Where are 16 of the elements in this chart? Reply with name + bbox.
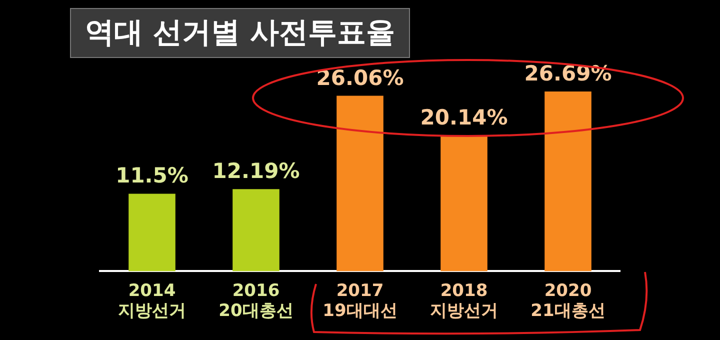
bar [440,136,488,272]
x-tick-label: 2016 20대총선 [218,280,294,322]
bar [128,194,176,272]
x-tick-label: 2018 지방선거 [430,280,498,322]
data-label: 12.19% [212,159,300,184]
x-tick-label: 2017 19대대선 [322,280,398,322]
data-label: 26.69% [524,62,612,86]
chart-title: 역대 선거별 사전투표율 [70,8,410,58]
x-tick-label: 2014 지방선거 [118,280,186,322]
data-label: 26.06% [316,66,404,90]
data-label: 20.14% [420,106,508,130]
data-label: 11.5% [116,164,188,188]
bar [544,92,592,272]
x-tick-label: 2020 21대총선 [530,280,606,322]
bar [232,189,280,272]
bar [336,96,384,272]
